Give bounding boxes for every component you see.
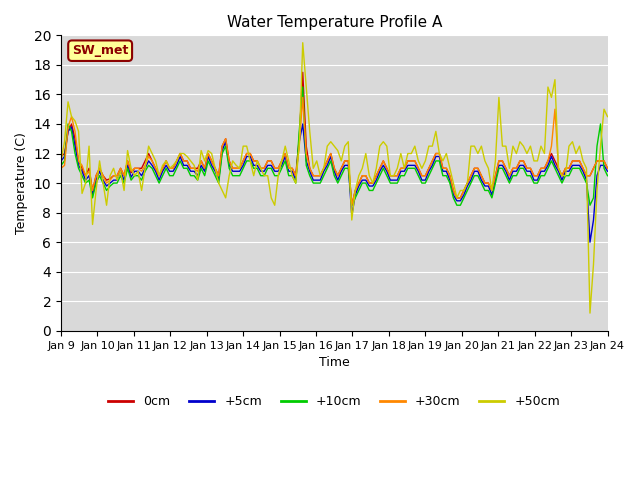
0cm xyxy=(204,151,212,156)
+10cm xyxy=(75,166,83,171)
+50cm xyxy=(260,173,268,179)
+50cm xyxy=(586,310,594,316)
+10cm xyxy=(204,158,212,164)
+50cm xyxy=(502,143,509,149)
0cm xyxy=(260,166,268,171)
+5cm xyxy=(586,240,594,245)
0cm xyxy=(604,166,611,171)
+10cm xyxy=(348,203,356,208)
+5cm xyxy=(85,173,93,179)
+30cm xyxy=(204,151,212,156)
Title: Water Temperature Profile A: Water Temperature Profile A xyxy=(227,15,442,30)
+30cm xyxy=(348,203,356,208)
0cm xyxy=(506,173,513,179)
+5cm xyxy=(502,168,509,174)
+30cm xyxy=(604,166,611,171)
Legend: 0cm, +5cm, +10cm, +30cm, +50cm: 0cm, +5cm, +10cm, +30cm, +50cm xyxy=(103,390,565,413)
Line: +10cm: +10cm xyxy=(61,87,607,205)
+10cm xyxy=(85,177,93,183)
+50cm xyxy=(204,148,212,154)
Line: +5cm: +5cm xyxy=(61,124,607,242)
+30cm xyxy=(506,173,513,179)
0cm xyxy=(380,158,387,164)
+10cm xyxy=(57,162,65,168)
Y-axis label: Temperature (C): Temperature (C) xyxy=(15,132,28,234)
+10cm xyxy=(506,180,513,186)
+10cm xyxy=(299,84,307,90)
0cm xyxy=(57,154,65,159)
+30cm xyxy=(57,166,65,171)
+50cm xyxy=(75,129,83,134)
+5cm xyxy=(376,168,383,174)
+30cm xyxy=(299,95,307,100)
+10cm xyxy=(260,173,268,179)
0cm xyxy=(85,166,93,171)
+50cm xyxy=(376,143,383,149)
+30cm xyxy=(85,168,93,174)
0cm xyxy=(299,70,307,75)
+10cm xyxy=(604,173,611,179)
+50cm xyxy=(604,114,611,120)
+5cm xyxy=(299,121,307,127)
+5cm xyxy=(57,158,65,164)
+50cm xyxy=(299,40,307,46)
Line: +50cm: +50cm xyxy=(61,43,607,313)
X-axis label: Time: Time xyxy=(319,356,349,369)
+30cm xyxy=(75,158,83,164)
+50cm xyxy=(57,158,65,164)
Text: SW_met: SW_met xyxy=(72,44,129,57)
Line: 0cm: 0cm xyxy=(61,72,607,205)
+5cm xyxy=(204,154,212,159)
0cm xyxy=(348,203,356,208)
+30cm xyxy=(380,158,387,164)
+5cm xyxy=(604,168,611,174)
0cm xyxy=(75,158,83,164)
+50cm xyxy=(85,143,93,149)
+5cm xyxy=(260,168,268,174)
+5cm xyxy=(75,162,83,168)
Line: +30cm: +30cm xyxy=(61,97,607,205)
+30cm xyxy=(260,166,268,171)
+10cm xyxy=(380,166,387,171)
